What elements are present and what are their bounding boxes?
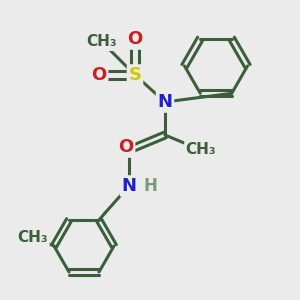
Text: CH₃: CH₃ bbox=[18, 230, 48, 244]
Text: N: N bbox=[122, 177, 136, 195]
Text: S: S bbox=[128, 66, 142, 84]
Text: N: N bbox=[158, 93, 172, 111]
Text: H: H bbox=[143, 177, 157, 195]
Text: CH₃: CH₃ bbox=[186, 142, 216, 158]
Text: CH₃: CH₃ bbox=[87, 34, 117, 50]
Text: O: O bbox=[118, 138, 134, 156]
Text: O: O bbox=[92, 66, 106, 84]
Text: O: O bbox=[128, 30, 142, 48]
